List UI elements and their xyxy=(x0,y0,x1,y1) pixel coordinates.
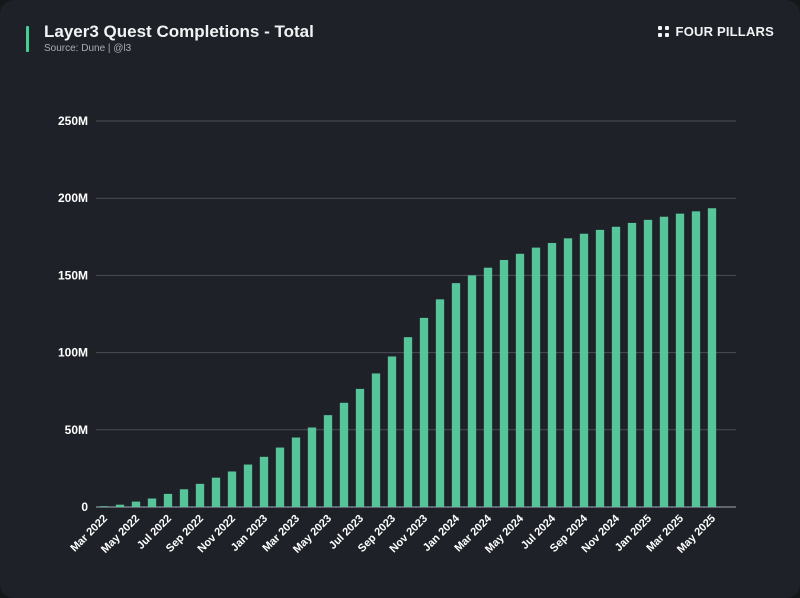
bar-mar-2023 xyxy=(291,437,301,507)
y-axis-ticks: 0 50M 100M 150M 200M 250M xyxy=(58,114,88,514)
chart-source: Source: Dune | @l3 xyxy=(44,43,132,54)
bar-apr-2022 xyxy=(115,504,125,507)
bar-sep-2024 xyxy=(579,233,589,507)
bar-mar-2022 xyxy=(99,506,109,507)
y-tick-label: 150M xyxy=(58,268,88,282)
bar-aug-2022 xyxy=(179,489,189,507)
bar-jul-2022 xyxy=(163,493,173,507)
bar-jan-2023 xyxy=(259,456,269,507)
bar-dec-2023 xyxy=(435,299,445,507)
bar-apr-2023 xyxy=(307,427,317,507)
bar-may-2023 xyxy=(323,415,333,507)
bar-apr-2024 xyxy=(499,259,509,507)
bar-feb-2023 xyxy=(275,447,285,507)
four-dots-logo-icon xyxy=(657,25,670,38)
bar-nov-2023 xyxy=(419,317,429,507)
bar-mar-2024 xyxy=(483,267,493,507)
bar-may-2022 xyxy=(131,501,141,507)
bar-feb-2024 xyxy=(467,275,477,507)
y-tick-label: 250M xyxy=(58,114,88,128)
bar-jan-2024 xyxy=(451,283,461,507)
bar-jan-2025 xyxy=(643,219,653,508)
grid-lines xyxy=(96,120,736,508)
bar-may-2024 xyxy=(515,253,525,507)
bar-sep-2023 xyxy=(387,356,397,507)
y-tick-label: 100M xyxy=(58,346,88,360)
bar-oct-2023 xyxy=(403,337,413,507)
y-tick-label: 0 xyxy=(81,500,88,514)
bar-aug-2023 xyxy=(371,373,381,507)
bar-sep-2022 xyxy=(195,483,205,507)
chart-title: Layer3 Quest Completions - Total xyxy=(44,22,314,41)
bar-jul-2024 xyxy=(547,242,557,507)
brand: FOUR PILLARS xyxy=(657,24,774,39)
bar-nov-2024 xyxy=(611,226,621,507)
bar-series xyxy=(99,208,717,508)
bar-dec-2022 xyxy=(243,464,253,507)
bar-dec-2024 xyxy=(627,222,637,508)
bar-jun-2024 xyxy=(531,247,541,507)
bar-mar-2025 xyxy=(675,213,685,507)
bar-jun-2023 xyxy=(339,402,349,507)
bar-may-2025 xyxy=(707,208,717,507)
bar-aug-2024 xyxy=(563,238,573,507)
brand-name: FOUR PILLARS xyxy=(675,24,774,39)
y-tick-label: 200M xyxy=(58,191,88,205)
bar-oct-2024 xyxy=(595,229,605,508)
bar-jun-2022 xyxy=(147,498,157,507)
title-accent-bar xyxy=(26,26,29,52)
y-tick-label: 50M xyxy=(65,423,88,437)
bar-jul-2023 xyxy=(355,388,365,507)
bar-nov-2022 xyxy=(227,471,237,507)
bar-oct-2022 xyxy=(211,477,221,507)
bar-apr-2025 xyxy=(691,211,701,507)
bar-feb-2025 xyxy=(659,216,669,507)
